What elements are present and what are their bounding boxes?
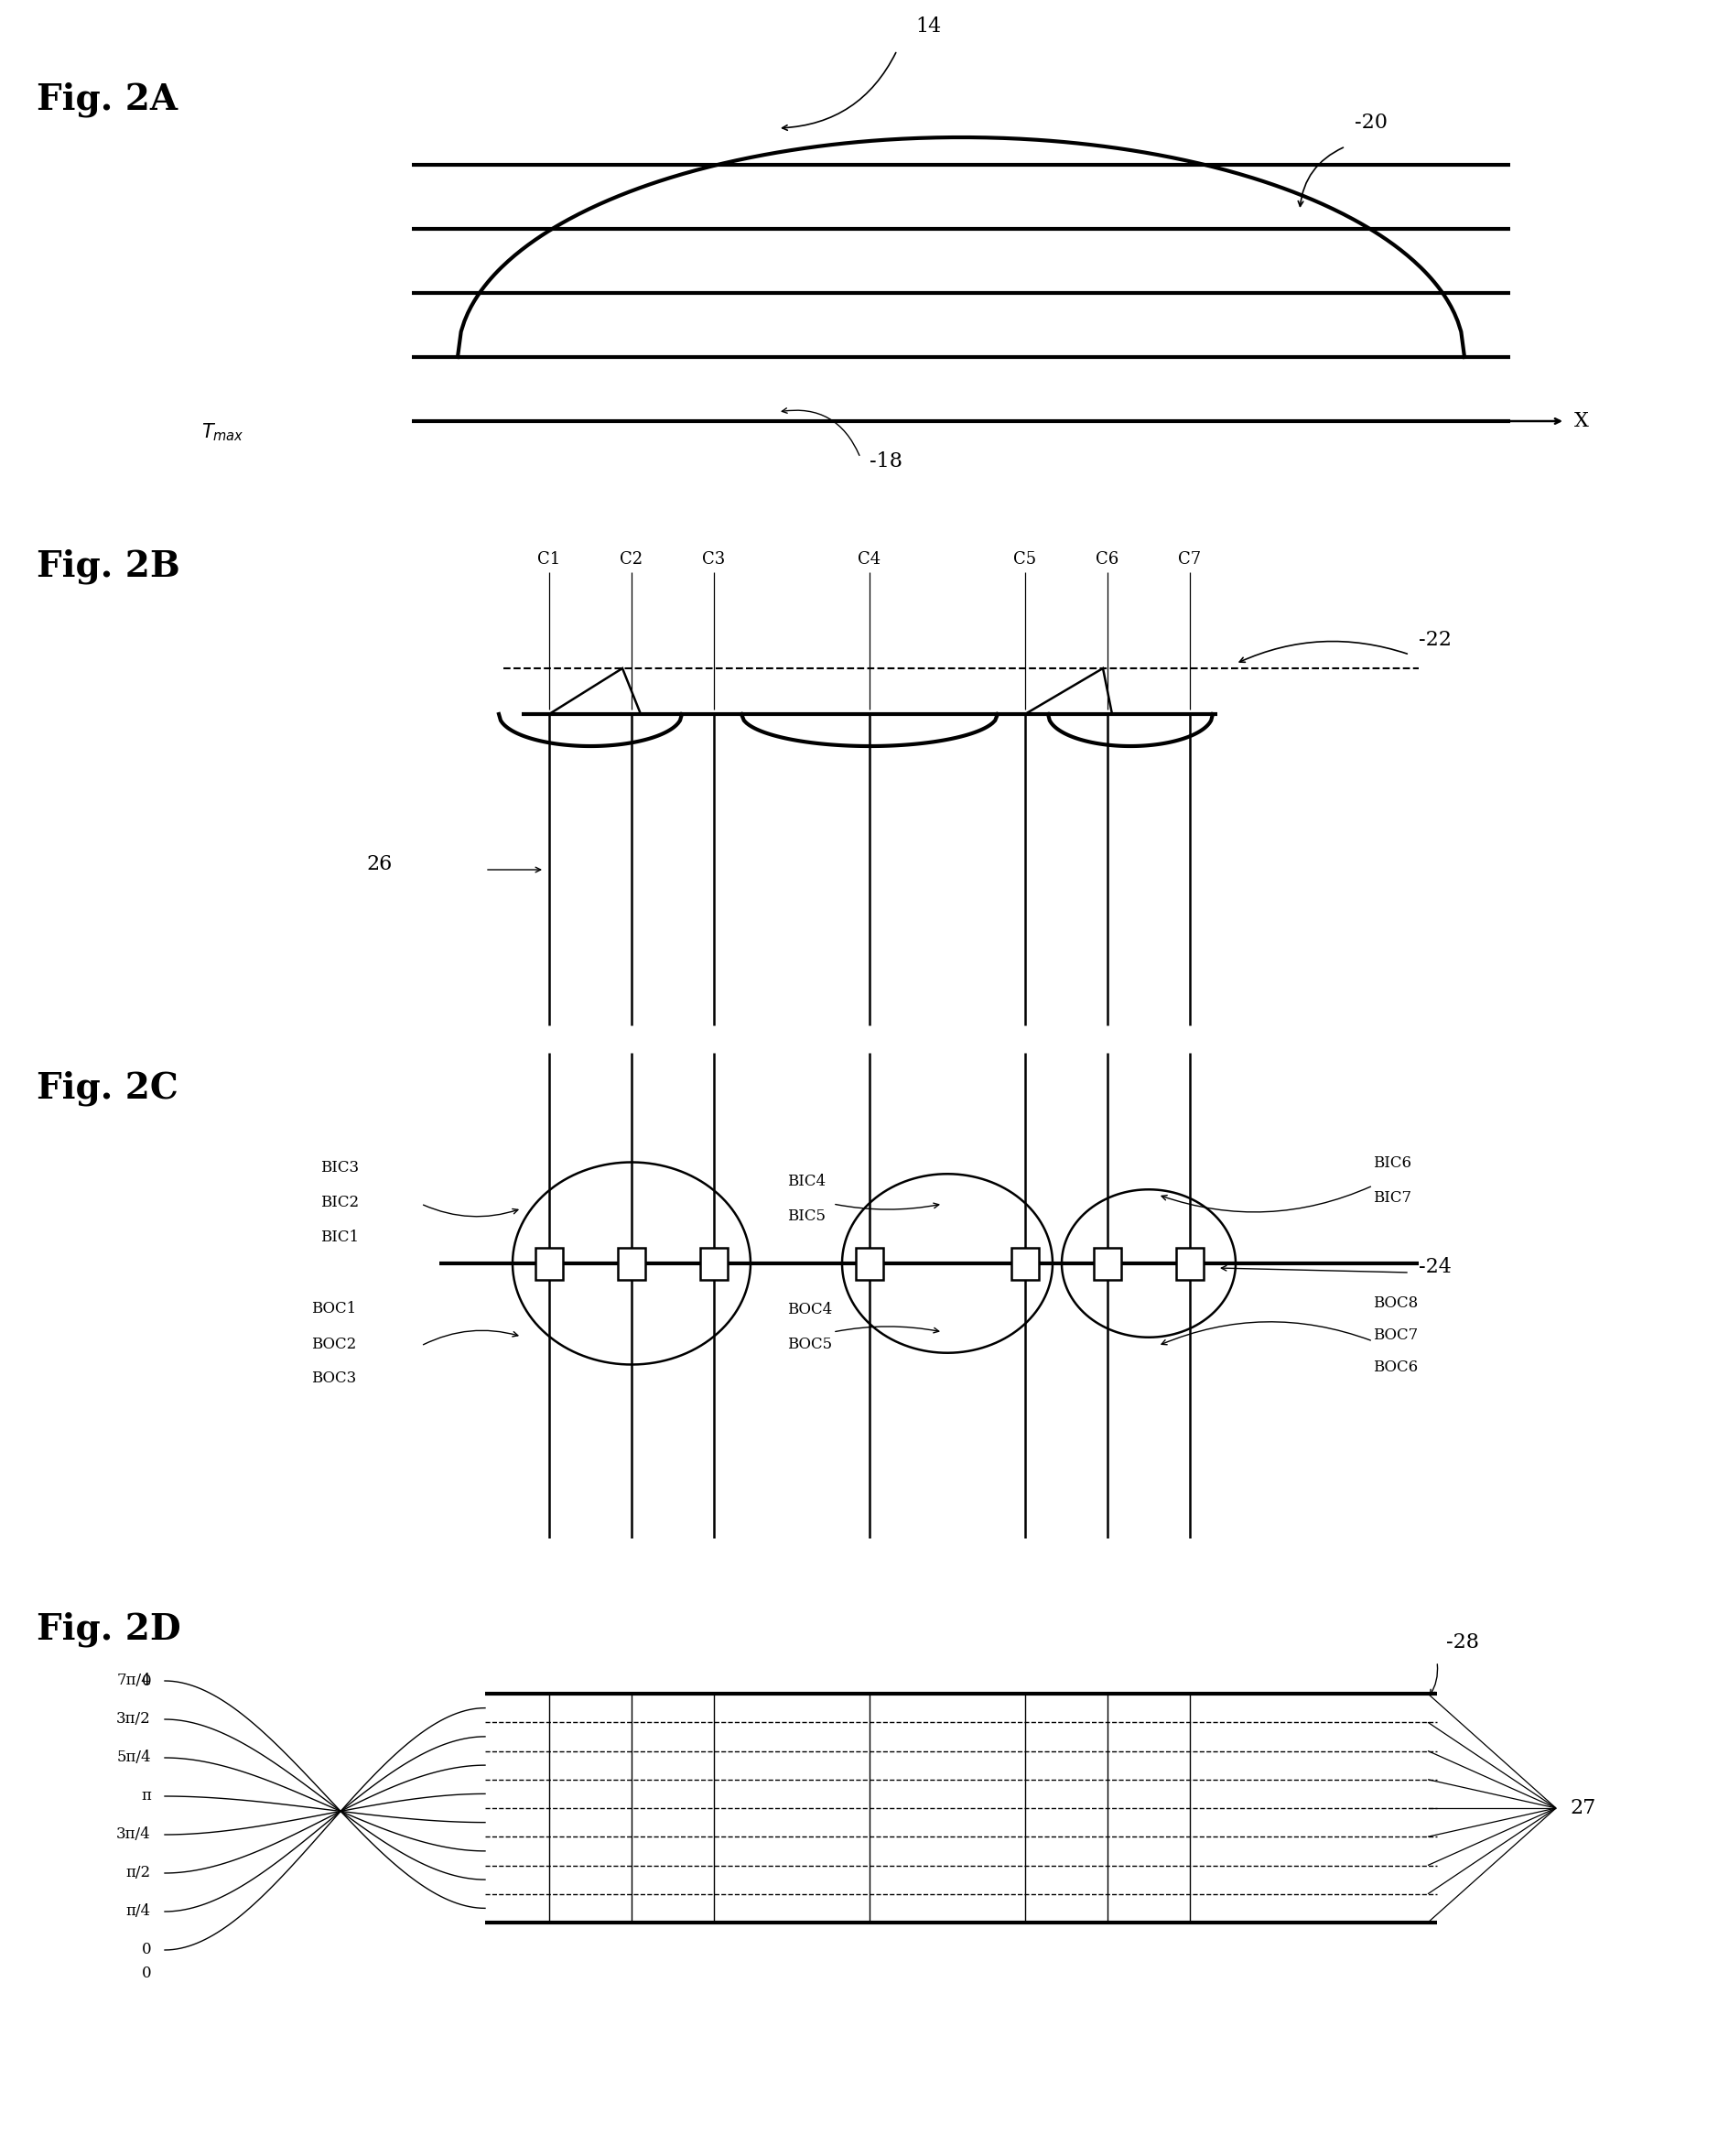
Text: π: π [141, 1789, 151, 1805]
Bar [536, 1248, 564, 1279]
Bar [1094, 1248, 1122, 1279]
Text: C7: C7 [1179, 552, 1201, 567]
Text: Fig. 2C: Fig. 2C [36, 1072, 179, 1106]
Text: -24: -24 [1419, 1257, 1452, 1276]
Text: BIC7: BIC7 [1373, 1190, 1412, 1205]
Text: 3π/4: 3π/4 [117, 1826, 151, 1843]
Text: BOC5: BOC5 [787, 1337, 832, 1352]
Text: 26: 26 [366, 854, 392, 875]
Text: C2: C2 [620, 552, 643, 567]
Text: π/4: π/4 [125, 1904, 151, 1919]
Text: C6: C6 [1096, 552, 1118, 567]
Text: BIC5: BIC5 [787, 1210, 826, 1225]
Text: Fig. 2B: Fig. 2B [36, 550, 180, 584]
Text: -22: -22 [1419, 630, 1452, 649]
Text: 0: 0 [141, 1673, 151, 1688]
Text: $T_{max}$: $T_{max}$ [201, 420, 244, 442]
Text: C5: C5 [1014, 552, 1036, 567]
Text: C1: C1 [538, 552, 560, 567]
Text: π/2: π/2 [125, 1865, 151, 1880]
Polygon shape [550, 668, 641, 714]
Text: BOC8: BOC8 [1373, 1296, 1417, 1311]
Text: 7π/4: 7π/4 [117, 1673, 151, 1688]
Bar [856, 1248, 883, 1279]
Polygon shape [1026, 668, 1112, 714]
Text: BOC7: BOC7 [1373, 1328, 1417, 1343]
Bar [701, 1248, 728, 1279]
Text: BOC3: BOC3 [311, 1371, 356, 1386]
Bar [1177, 1248, 1204, 1279]
Text: BOC4: BOC4 [787, 1302, 832, 1317]
Text: X: X [1574, 412, 1589, 431]
Bar [1012, 1248, 1039, 1279]
Text: BIC4: BIC4 [787, 1173, 826, 1190]
Text: 0: 0 [141, 1964, 151, 1981]
Text: BIC3: BIC3 [320, 1160, 359, 1175]
Text: BOC6: BOC6 [1373, 1360, 1417, 1376]
Bar [618, 1248, 646, 1279]
Text: BIC1: BIC1 [320, 1229, 359, 1244]
Text: 0: 0 [141, 1943, 151, 1958]
Text: C3: C3 [703, 552, 725, 567]
Text: 5π/4: 5π/4 [117, 1751, 151, 1766]
Text: BIC2: BIC2 [320, 1194, 359, 1210]
Text: BIC6: BIC6 [1373, 1156, 1412, 1171]
Text: -28: -28 [1447, 1632, 1479, 1651]
Text: Fig. 2D: Fig. 2D [36, 1611, 180, 1647]
Text: Fig. 2A: Fig. 2A [36, 82, 177, 119]
Text: -20: -20 [1354, 112, 1388, 134]
Text: C4: C4 [857, 552, 881, 567]
Text: 27: 27 [1570, 1798, 1596, 1818]
Text: BOC2: BOC2 [311, 1337, 356, 1352]
Text: 3π/2: 3π/2 [117, 1712, 151, 1727]
Text: BOC1: BOC1 [311, 1302, 356, 1317]
Text: -18: -18 [869, 451, 902, 472]
Text: 14: 14 [916, 17, 941, 37]
